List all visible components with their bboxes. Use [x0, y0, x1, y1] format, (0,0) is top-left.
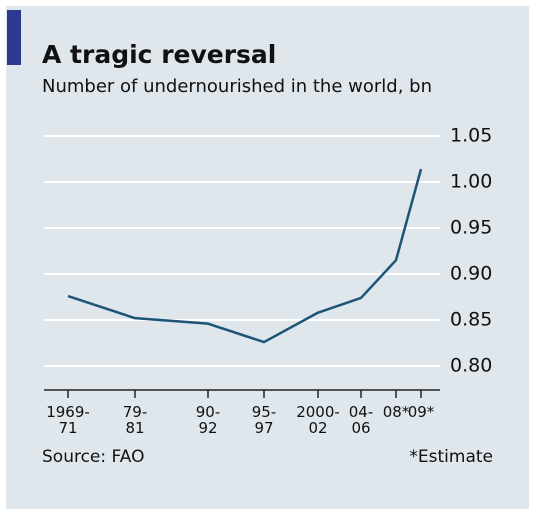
accent-bar: [7, 10, 21, 65]
x-tick-label: 1969- 71: [46, 403, 90, 437]
x-tick-label: 95- 97: [251, 403, 277, 437]
x-tick-label: 2000- 02: [296, 403, 340, 437]
chart-subtitle: Number of undernourished in the world, b…: [42, 76, 432, 97]
y-tick-label: 0.80: [450, 355, 492, 377]
source: Source: FAO: [42, 447, 145, 467]
y-tick-label: 1.00: [450, 171, 492, 193]
x-tick-label: 79- 81: [122, 403, 148, 437]
y-tick-label: 0.90: [450, 263, 492, 285]
footnote: *Estimate: [409, 447, 493, 467]
chart-title: A tragic reversal: [42, 40, 277, 69]
x-tick-label: 04- 06: [348, 403, 374, 437]
data-line: [67, 168, 423, 344]
background: [6, 6, 529, 509]
y-tick-label: 1.05: [450, 125, 492, 147]
x-tick-label: 09*: [407, 403, 435, 421]
y-tick-label: 0.95: [450, 217, 492, 239]
x-tick-label: 90- 92: [195, 403, 221, 437]
y-tick-label: 0.85: [450, 309, 492, 331]
x-tick-label: 08*: [382, 403, 410, 421]
